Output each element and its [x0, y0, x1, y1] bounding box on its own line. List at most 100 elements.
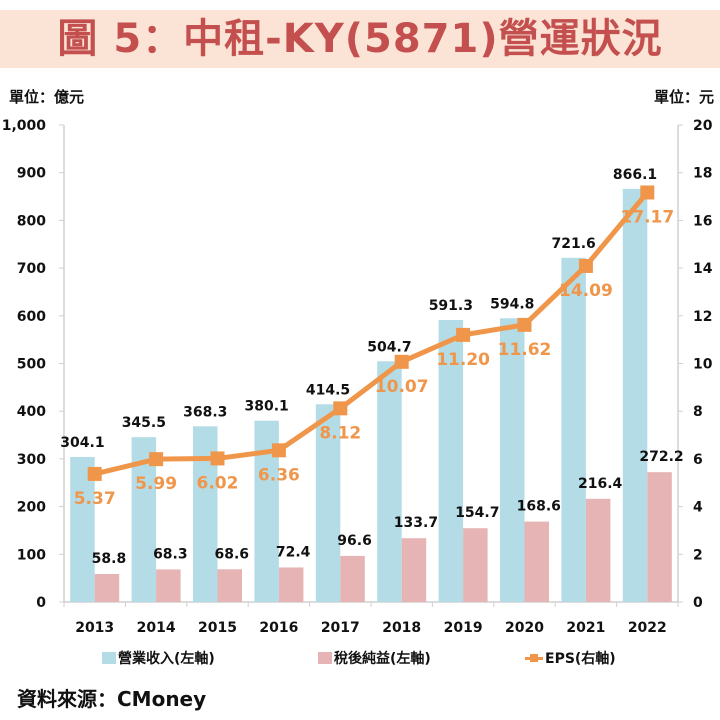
net-income-data-label: 96.6: [337, 533, 372, 549]
net-income-data-label: 133.7: [394, 515, 438, 531]
eps-marker: [210, 451, 225, 466]
net-income-bar: [278, 567, 304, 602]
x-tick-label: 2013: [75, 620, 114, 636]
left-tick-label: 100: [17, 547, 46, 563]
eps-marker: [87, 466, 102, 481]
x-tick-label: 2021: [566, 620, 605, 636]
legend-label-eps: EPS(右軸): [545, 651, 616, 667]
x-tick-label: 2018: [382, 620, 421, 636]
revenue-data-label: 721.6: [552, 236, 596, 252]
right-tick-label: 10: [693, 357, 713, 373]
revenue-bar: [377, 361, 402, 602]
net-income-data-label: 72.4: [276, 544, 311, 560]
eps-data-label: 5.37: [74, 489, 116, 509]
eps-marker: [149, 452, 164, 467]
x-tick-label: 2017: [321, 620, 360, 636]
right-tick-label: 16: [693, 213, 712, 229]
net-income-data-label: 154.7: [455, 505, 499, 521]
eps-data-label: 11.62: [498, 340, 552, 360]
eps-marker: [456, 327, 471, 342]
x-tick-label: 2014: [137, 620, 176, 636]
net-income-bar: [647, 472, 672, 602]
right-tick-label: 2: [693, 547, 703, 563]
eps-data-label: 10.07: [375, 377, 429, 397]
title-banner: [0, 10, 720, 68]
eps-marker: [333, 401, 348, 416]
legend-label-net-income: 稅後純益(左軸): [334, 651, 431, 667]
revenue-data-label: 368.3: [183, 404, 227, 420]
revenue-data-label: 594.8: [490, 296, 534, 312]
net-income-bar: [94, 573, 120, 602]
x-tick-label: 2015: [198, 620, 237, 636]
net-income-bar: [585, 498, 611, 602]
chart-title: 圖 5：中租-KY(5871)營運狀況: [57, 16, 663, 62]
legend-label-revenue: 營業收入(左軸): [118, 651, 215, 667]
net-income-data-label: 58.8: [92, 551, 127, 567]
revenue-data-label: 414.5: [306, 382, 350, 398]
right-tick-label: 18: [693, 166, 712, 182]
eps-data-label: 11.20: [436, 350, 490, 370]
bars: [70, 188, 672, 602]
net-income-bar: [463, 528, 488, 602]
revenue-data-label: 504.7: [367, 339, 411, 355]
left-tick-label: 600: [17, 309, 46, 325]
left-tick-label: 0: [36, 595, 46, 611]
legend-item-net-income: 稅後純益(左軸): [318, 648, 431, 668]
legend-item-revenue: 營業收入(左軸): [102, 648, 215, 668]
eps-data-label: 5.99: [135, 474, 177, 494]
eps-marker: [271, 443, 286, 458]
revenue-data-label: 380.1: [245, 399, 289, 415]
net-income-bar: [340, 555, 365, 602]
eps-data-label: 6.36: [258, 465, 300, 485]
legend-item-eps: EPS(右軸): [525, 648, 616, 668]
right-tick-label: 8: [693, 404, 703, 420]
net-income-data-label: 68.3: [153, 546, 188, 562]
revenue-bar: [70, 456, 95, 602]
legend-swatch-revenue: [102, 652, 116, 664]
x-tick-label: 2020: [505, 620, 544, 636]
eps-data-label: 14.09: [559, 281, 613, 301]
legend-swatch-eps: [525, 652, 543, 664]
revenue-bar: [500, 318, 525, 602]
right-tick-label: 6: [693, 452, 703, 468]
net-income-bar: [217, 569, 242, 602]
left-tick-label: 200: [17, 500, 46, 516]
left-axis-unit: 單位：億元: [9, 88, 85, 106]
left-tick-label: 700: [17, 261, 46, 277]
net-income-data-label: 216.4: [578, 476, 623, 492]
revenue-bar: [438, 319, 464, 602]
right-tick-label: 4: [693, 500, 703, 516]
revenue-bar: [622, 188, 648, 602]
eps-marker: [394, 354, 409, 369]
right-tick-label: 20: [693, 118, 713, 134]
revenue-data-label: 591.3: [429, 298, 473, 314]
eps-data-label: 17.17: [620, 207, 674, 227]
revenue-data-label: 866.1: [613, 167, 657, 183]
eps-line-path: [94, 190, 650, 477]
x-tick-label: 2022: [628, 620, 667, 636]
eps-marker: [517, 317, 532, 332]
right-tick-label: 14: [693, 261, 713, 277]
net-income-data-label: 68.6: [214, 546, 249, 562]
net-income-data-label: 168.6: [517, 499, 561, 515]
right-tick-label: 12: [693, 309, 712, 325]
eps-marker: [640, 185, 655, 200]
left-tick-label: 1,000: [2, 118, 47, 134]
data-labels: 304.1 58.8 345.5 68.3 368.3 68.6 380.1 72.4 414.…: [60, 167, 683, 567]
right-tick-label: 0: [693, 595, 703, 611]
axes: 0 100 200 300 400 500 600 700 800 900 1,000 0 2 4 6 8 10…: [2, 118, 713, 636]
net-income-data-label: 272.2: [639, 449, 683, 465]
revenue-data-label: 304.1: [60, 435, 104, 451]
left-tick-label: 300: [17, 452, 46, 468]
x-tick-label: 2016: [259, 620, 298, 636]
x-tick-label: 2019: [444, 620, 483, 636]
eps-marker: [578, 258, 593, 273]
left-tick-label: 800: [17, 213, 46, 229]
left-tick-label: 400: [17, 404, 46, 420]
net-income-bar: [524, 521, 549, 602]
net-income-bar: [401, 538, 427, 602]
left-tick-label: 500: [17, 357, 46, 373]
net-income-bar: [156, 569, 181, 602]
revenue-bar: [561, 257, 586, 602]
